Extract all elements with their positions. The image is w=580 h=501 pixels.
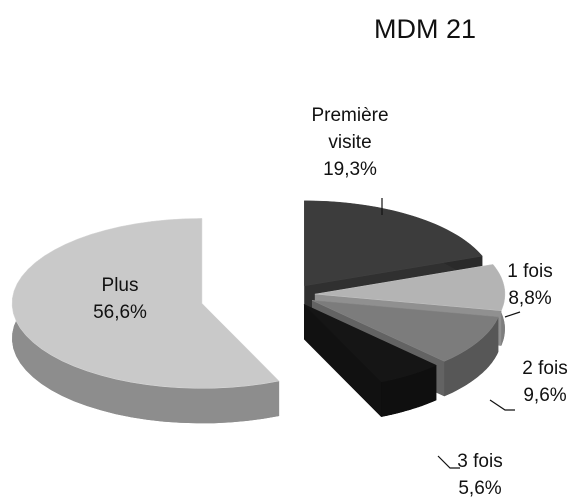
slice-top: [11, 218, 280, 389]
chart-title: MDM 21: [373, 14, 476, 44]
leader-line: [437, 455, 460, 469]
pie-slice: [303, 304, 437, 417]
slice-wall: [304, 304, 382, 417]
slice-value-label: 9,6%: [523, 385, 567, 406]
slice-value-label: 19,3%: [323, 159, 377, 180]
slice-top: [304, 200, 483, 287]
slice-top: [314, 264, 506, 311]
slice-label: 3 fois: [457, 451, 503, 472]
pie-slice: [11, 218, 280, 424]
slice-rim: [381, 365, 437, 417]
slice-label: 2 fois: [522, 358, 568, 379]
slice-top: [311, 300, 499, 362]
slice-value-label: 56,6%: [93, 302, 147, 323]
leader-line: [489, 399, 515, 411]
slice-value-label: 5,6%: [458, 478, 502, 499]
slice-rim: [444, 316, 499, 397]
slice-value-label: 8,8%: [508, 288, 552, 309]
slice-label: 1 fois: [507, 261, 553, 282]
slice-label: Plus: [101, 275, 139, 296]
slice-label: Première visite: [311, 105, 389, 153]
slice-top: [303, 304, 437, 383]
leader-line: [504, 311, 521, 318]
